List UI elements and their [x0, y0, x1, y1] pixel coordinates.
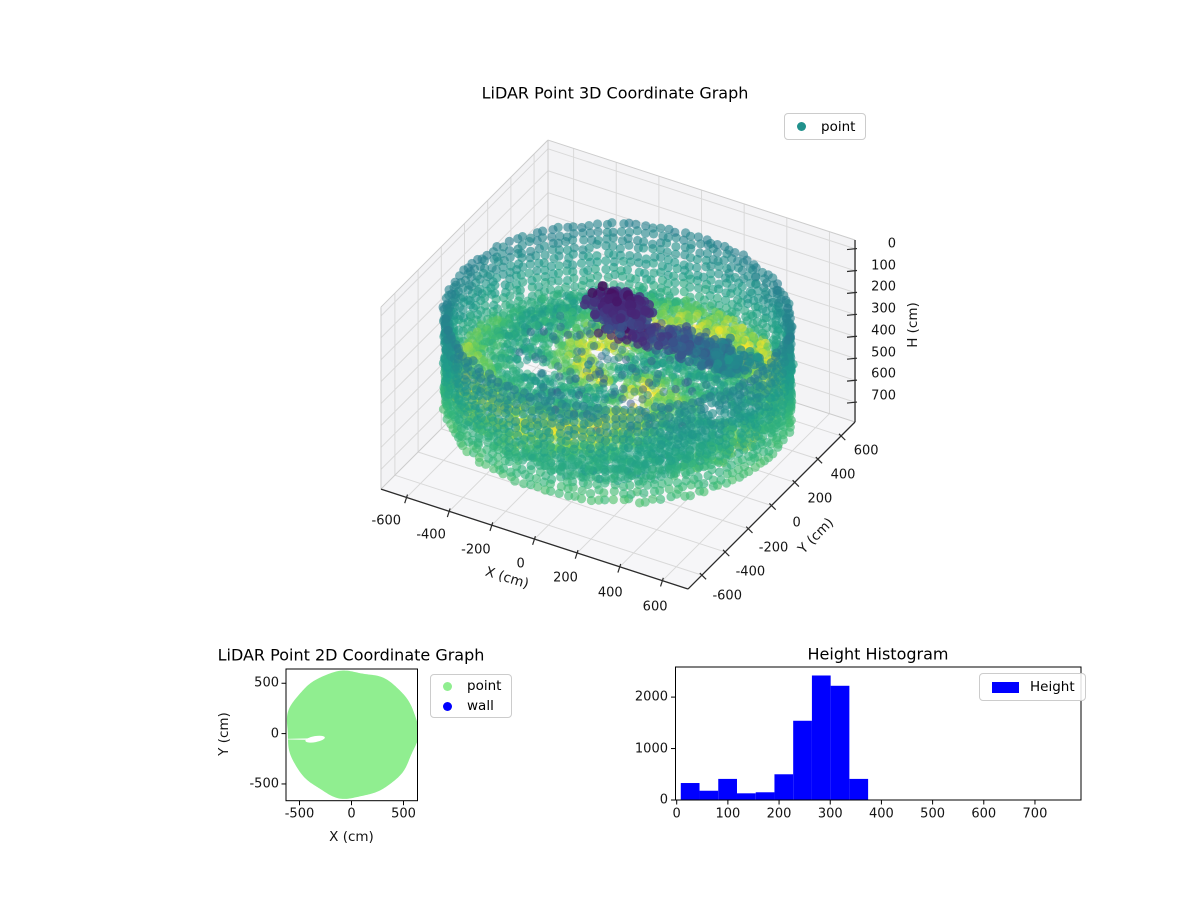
plot3d-z-tick-label: 0	[887, 236, 896, 252]
plot3d-x-tick-label: 600	[642, 599, 668, 615]
hist-legend: Height	[979, 673, 1086, 701]
plot2d-legend-item-point: point	[431, 676, 511, 696]
point-legend-marker-icon	[797, 122, 806, 131]
plot3d-z-tick-label: 200	[871, 279, 896, 295]
hist-y-tick-label: 1000	[634, 741, 668, 757]
plot3d-z-tick-label: 100	[871, 258, 896, 274]
hist-legend-item-Height: Height	[980, 677, 1085, 697]
plot3d-x-tick-label: 0	[516, 556, 525, 572]
plot2d-legend-item-wall: wall	[431, 696, 511, 716]
plot2d-y-axis-label: Y (cm)	[216, 712, 232, 756]
plot3d-x-tick-label: -400	[416, 527, 446, 543]
plot3d-z-tick-label: 600	[871, 366, 896, 382]
hist-x-tick-label: 400	[868, 806, 894, 822]
hist-y-tick-label: 2000	[634, 689, 668, 705]
plot2d-x-tick-label: -500	[284, 806, 315, 822]
point-legend-marker-icon	[443, 681, 452, 691]
hist-x-tick-label: 500	[920, 806, 946, 822]
plot3d-z-tick-label: 700	[871, 388, 896, 404]
plot3d-y-tick-label: -400	[735, 564, 766, 580]
plot3d-y-tick-label: -600	[712, 588, 742, 604]
hist-x-tick-label: 700	[1022, 806, 1048, 822]
plot2d-y-tick-label: 0	[270, 726, 279, 742]
plot3d-x-tick-label: 200	[553, 570, 578, 586]
hist-x-tick-label: 300	[817, 806, 843, 822]
plot3d-x-tick-label: -200	[461, 542, 491, 558]
hist-title: Height Histogram	[807, 644, 949, 664]
plot3d-title: LiDAR Point 3D Coordinate Graph	[481, 83, 749, 103]
Height-legend-marker-icon	[992, 681, 1019, 693]
plot2d-x-tick-label: 500	[391, 806, 416, 822]
plot2d-legend: point wall	[430, 674, 513, 718]
plot3d-z-tick-label: 500	[871, 345, 896, 361]
hist-y-tick-label: 0	[659, 792, 668, 808]
plot3d-x-tick-label: 400	[597, 585, 623, 601]
hist-x-tick-label: 600	[971, 806, 997, 822]
legend-label: Height	[1030, 679, 1075, 695]
plot3d-z-axis-label: H (cm)	[905, 302, 921, 348]
plot3d-legend: point	[784, 113, 867, 140]
plot2d-title: LiDAR Point 2D Coordinate Graph	[217, 645, 485, 665]
hist-x-tick-label: 0	[672, 806, 681, 822]
wall-legend-marker-icon	[443, 701, 452, 711]
plot2d-y-tick-label: 500	[254, 675, 279, 691]
plot2d-x-axis-label: X (cm)	[329, 828, 374, 845]
plot3d-z-tick-label: 400	[871, 323, 896, 339]
plot3d-legend-item-point: point	[785, 117, 865, 137]
plot3d-y-tick-label: 400	[830, 467, 856, 483]
plot2d-x-tick-label: 0	[347, 806, 356, 822]
plot3d-y-tick-label: 600	[853, 443, 879, 459]
legend-label: point	[821, 118, 856, 135]
legend-label: point	[467, 678, 502, 694]
hist-x-tick-label: 200	[766, 806, 792, 822]
plot2d-y-tick-label: -500	[249, 776, 279, 792]
plot3d-x-tick-label: -600	[371, 513, 402, 529]
legend-label: wall	[467, 698, 494, 714]
plot3d-z-tick-label: 300	[871, 301, 896, 317]
plot3d-y-tick-label: 0	[792, 515, 801, 531]
plot3d-y-tick-label: 200	[807, 491, 833, 507]
hist-x-tick-label: 100	[715, 806, 741, 822]
plot3d-y-tick-label: -200	[758, 540, 789, 556]
